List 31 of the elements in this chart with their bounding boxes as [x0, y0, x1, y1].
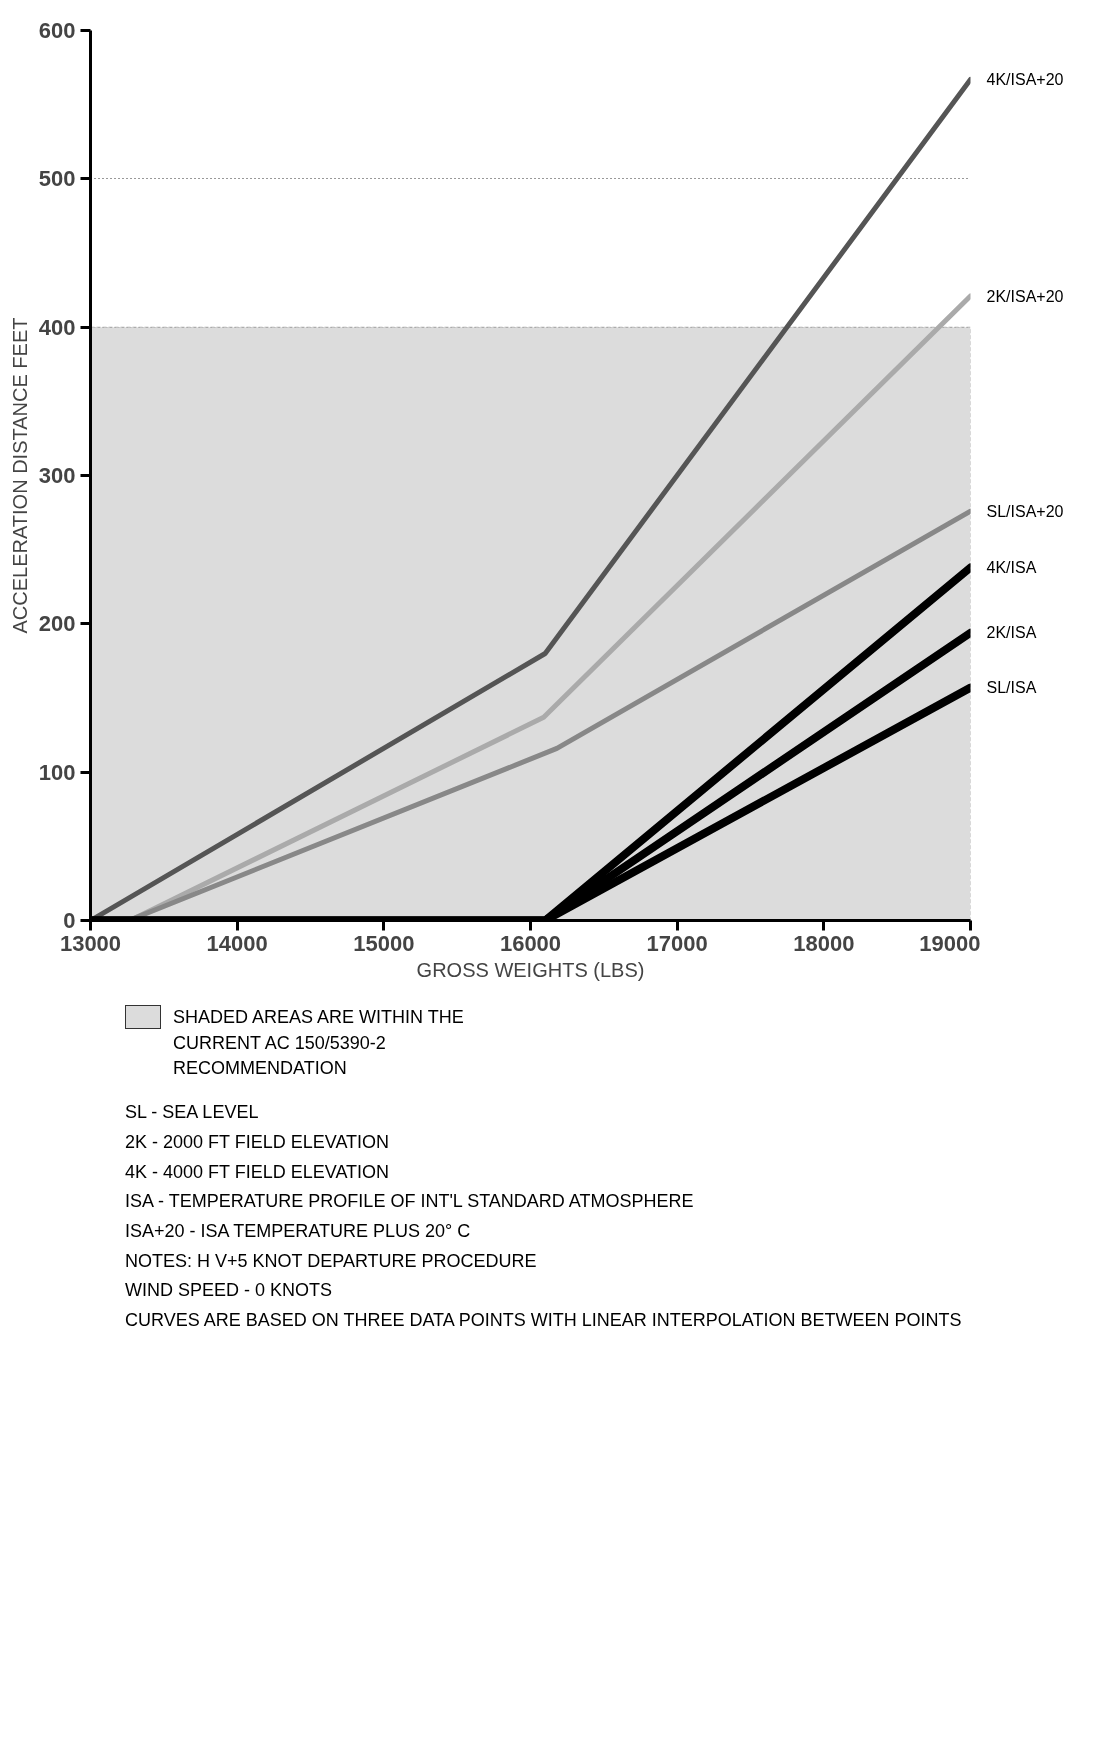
- legend-label: SHADED AREAS ARE WITHIN THE CURRENT AC 150/5390-2 RECOMMENDATION: [173, 1006, 465, 1081]
- x-tick-label: 19000: [919, 930, 981, 956]
- y-tick-label: 500: [38, 166, 76, 192]
- series-label: SL/ISA+20: [986, 502, 1064, 520]
- series-label: SL/ISA: [986, 679, 1037, 697]
- x-tick-label: 15000: [353, 930, 415, 956]
- text: ISA+20 - ISA TEMPERATURE PLUS 20° C: [125, 1219, 472, 1243]
- series-label: 2K/ISA: [986, 624, 1037, 642]
- y-tick-label: 100: [38, 759, 76, 785]
- x-axis-title: GROSS WEIGHTS (LBS): [416, 958, 645, 981]
- x-tick-label: 13000: [59, 930, 122, 956]
- text: 2K - 2000 FT FIELD ELEVATION: [125, 1130, 391, 1154]
- text: NOTES: H V+5 KNOT DEPARTURE PROCEDURE: [125, 1249, 538, 1273]
- x-tick-label: 16000: [499, 930, 562, 956]
- text: SL - SEA LEVEL: [125, 1101, 260, 1125]
- text: CURVES ARE BASED ON THREE DATA POINTS WITH LINEAR INTERPOLATION BETWEEN POINTS: [125, 1309, 962, 1333]
- x-tick-label: 14000: [206, 930, 268, 956]
- series-label: 4K/ISA+20: [986, 70, 1064, 88]
- y-axis-title: ACCELERATION DISTANCE FEET: [8, 317, 31, 634]
- y-tick-label: 200: [38, 611, 76, 637]
- series-label: 2K/ISA+20: [986, 287, 1064, 305]
- y-tick-label: 300: [38, 463, 76, 488]
- text: 4K - 4000 FT FIELD ELEVATION: [125, 1160, 391, 1184]
- series-label: 4K/ISA: [986, 558, 1037, 576]
- y-tick-label: 600: [38, 18, 76, 43]
- x-tick-label: 18000: [793, 930, 855, 956]
- y-tick-label: 0: [63, 908, 76, 933]
- text: WIND SPEED - 0 KNOTS: [125, 1279, 334, 1303]
- x-tick-label: 17000: [646, 930, 708, 956]
- y-tick-label: 400: [38, 314, 76, 340]
- text: ISA - TEMPERATURE PROFILE OF INT'L STANDARD ATMOSPHERE: [125, 1190, 695, 1214]
